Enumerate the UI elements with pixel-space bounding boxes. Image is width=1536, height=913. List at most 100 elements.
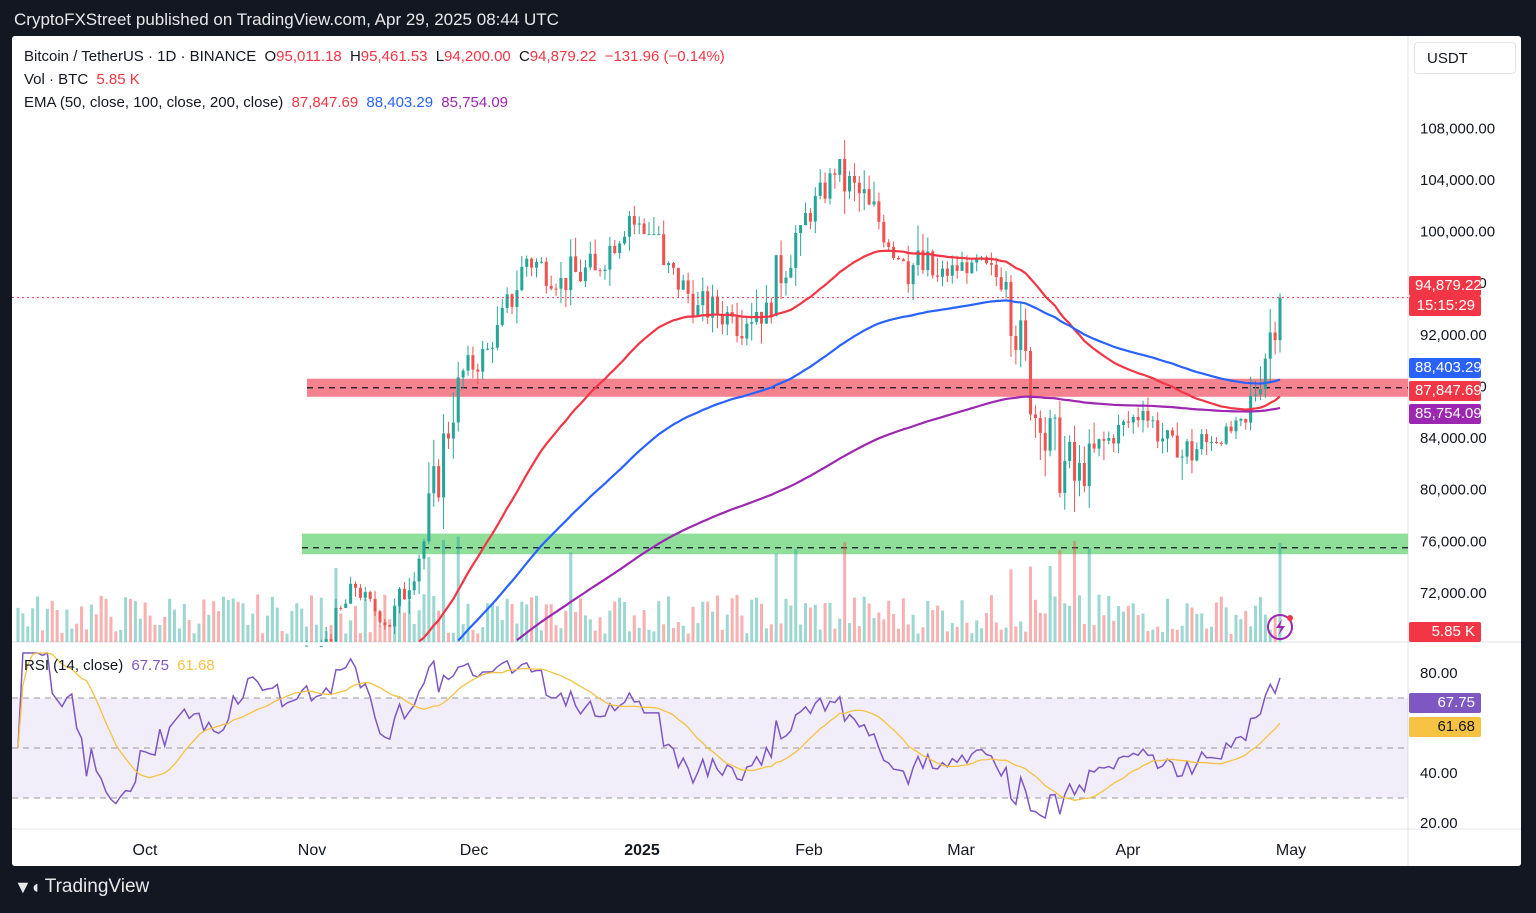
candle-body: [574, 256, 578, 272]
candle-body: [1131, 417, 1135, 423]
volume-bar: [329, 625, 333, 642]
candle-body: [965, 262, 969, 274]
volume-bar: [525, 604, 529, 642]
candle-body: [1175, 435, 1179, 458]
volume-bar: [1175, 629, 1179, 642]
volume-bar: [1024, 631, 1028, 642]
volume-bar: [833, 628, 837, 642]
volume-bar: [231, 598, 235, 642]
candle-body: [1229, 426, 1233, 432]
currency-unit-selector[interactable]: USDT: [1414, 42, 1516, 74]
volume-bar: [510, 604, 514, 642]
volume-bar: [300, 608, 304, 642]
rsi-line: [17, 651, 1281, 820]
volume-bar: [202, 599, 206, 642]
volume-bar: [642, 610, 646, 642]
candle-body: [1161, 438, 1165, 442]
candle-body: [329, 639, 333, 642]
candle-body: [525, 258, 529, 267]
volume-bar: [564, 610, 568, 642]
close-label: C: [518, 48, 530, 65]
candle-body: [862, 189, 866, 194]
chart-canvas[interactable]: 72,000.0076,000.0080,000.0084,000.0088,0…: [12, 36, 1521, 866]
volume-bar: [667, 596, 671, 642]
time-label-dec: Dec: [460, 842, 488, 859]
volume-bar: [368, 632, 372, 642]
candle-body: [1263, 358, 1267, 390]
volume-bar: [207, 614, 211, 642]
volume-bar: [711, 611, 715, 642]
candle-body: [984, 257, 989, 264]
flash-dot-icon: [1287, 615, 1293, 621]
candle-body: [671, 263, 675, 268]
volume-bar: [1092, 625, 1096, 642]
candle-body: [412, 581, 416, 591]
candle-body: [1141, 410, 1145, 421]
open-value: 95,011.18: [276, 48, 342, 65]
volume-bar: [975, 620, 979, 642]
volume-bar: [940, 610, 945, 642]
volume-bar: [1053, 596, 1057, 642]
volume-bar: [965, 622, 969, 642]
candle-body: [1219, 442, 1223, 444]
candle-body: [989, 263, 993, 265]
volume-bar: [1126, 606, 1130, 642]
candle-body: [442, 433, 446, 498]
candle-body: [1195, 449, 1199, 461]
volume-bar: [427, 556, 431, 642]
volume-bar: [926, 600, 930, 642]
candle-body: [520, 266, 524, 291]
volume-bar: [500, 619, 504, 642]
volume-bar: [984, 613, 989, 642]
footer-brand: ▼◖ TradingView: [14, 876, 149, 898]
volume-bar: [725, 614, 729, 642]
volume-bar: [1029, 566, 1033, 642]
candle-body: [764, 302, 768, 324]
volume-bar: [618, 597, 622, 642]
volume-bar: [417, 610, 421, 642]
volume-bar: [1107, 596, 1111, 642]
volume-bar: [730, 598, 734, 642]
candle-body: [559, 278, 563, 289]
candle-body: [539, 261, 543, 263]
volume-bar: [1087, 548, 1091, 642]
candle-body: [931, 251, 935, 276]
volume-bar: [285, 633, 289, 642]
candle-body: [887, 242, 891, 247]
candle-body: [735, 316, 739, 336]
volume-bar: [471, 629, 475, 642]
volume-bar: [358, 633, 362, 642]
volume-bar: [598, 617, 602, 642]
volume-bar: [652, 631, 656, 642]
rsi-ma-value: 61.68: [177, 657, 215, 674]
volume-bar: [1043, 613, 1047, 642]
candle-body: [564, 278, 568, 291]
volume-bar: [70, 628, 74, 642]
volume-bar: [305, 626, 309, 642]
rsi-legend: RSI (14, close) 67.75 61.68: [24, 657, 219, 674]
candle-body: [1146, 410, 1150, 421]
symbol-legend: Bitcoin / TetherUS · 1D · BINANCE O95,01…: [24, 48, 729, 65]
candle-body: [1043, 432, 1047, 451]
volume-bar: [1263, 614, 1267, 642]
candle-body: [877, 201, 881, 222]
volume-bar: [128, 599, 133, 642]
candle-body: [892, 246, 896, 258]
volume-bar: [1205, 628, 1209, 642]
volume-bar: [740, 615, 744, 642]
ema50-tag: 87,847.69: [1409, 381, 1482, 401]
candle-body: [476, 369, 480, 372]
candle-body: [921, 250, 925, 271]
candle-body: [940, 268, 945, 277]
volume-bar: [1102, 615, 1106, 642]
volume-bar: [906, 624, 910, 642]
volume-bar: [887, 600, 891, 642]
candle-body: [750, 322, 754, 324]
candle-body: [490, 347, 494, 349]
candle-body: [339, 607, 343, 609]
volume-bar: [989, 595, 993, 642]
volume-bar: [789, 605, 793, 642]
volume-bar: [1229, 633, 1233, 642]
volume-bar: [1165, 598, 1170, 642]
volume-bar: [843, 542, 847, 642]
